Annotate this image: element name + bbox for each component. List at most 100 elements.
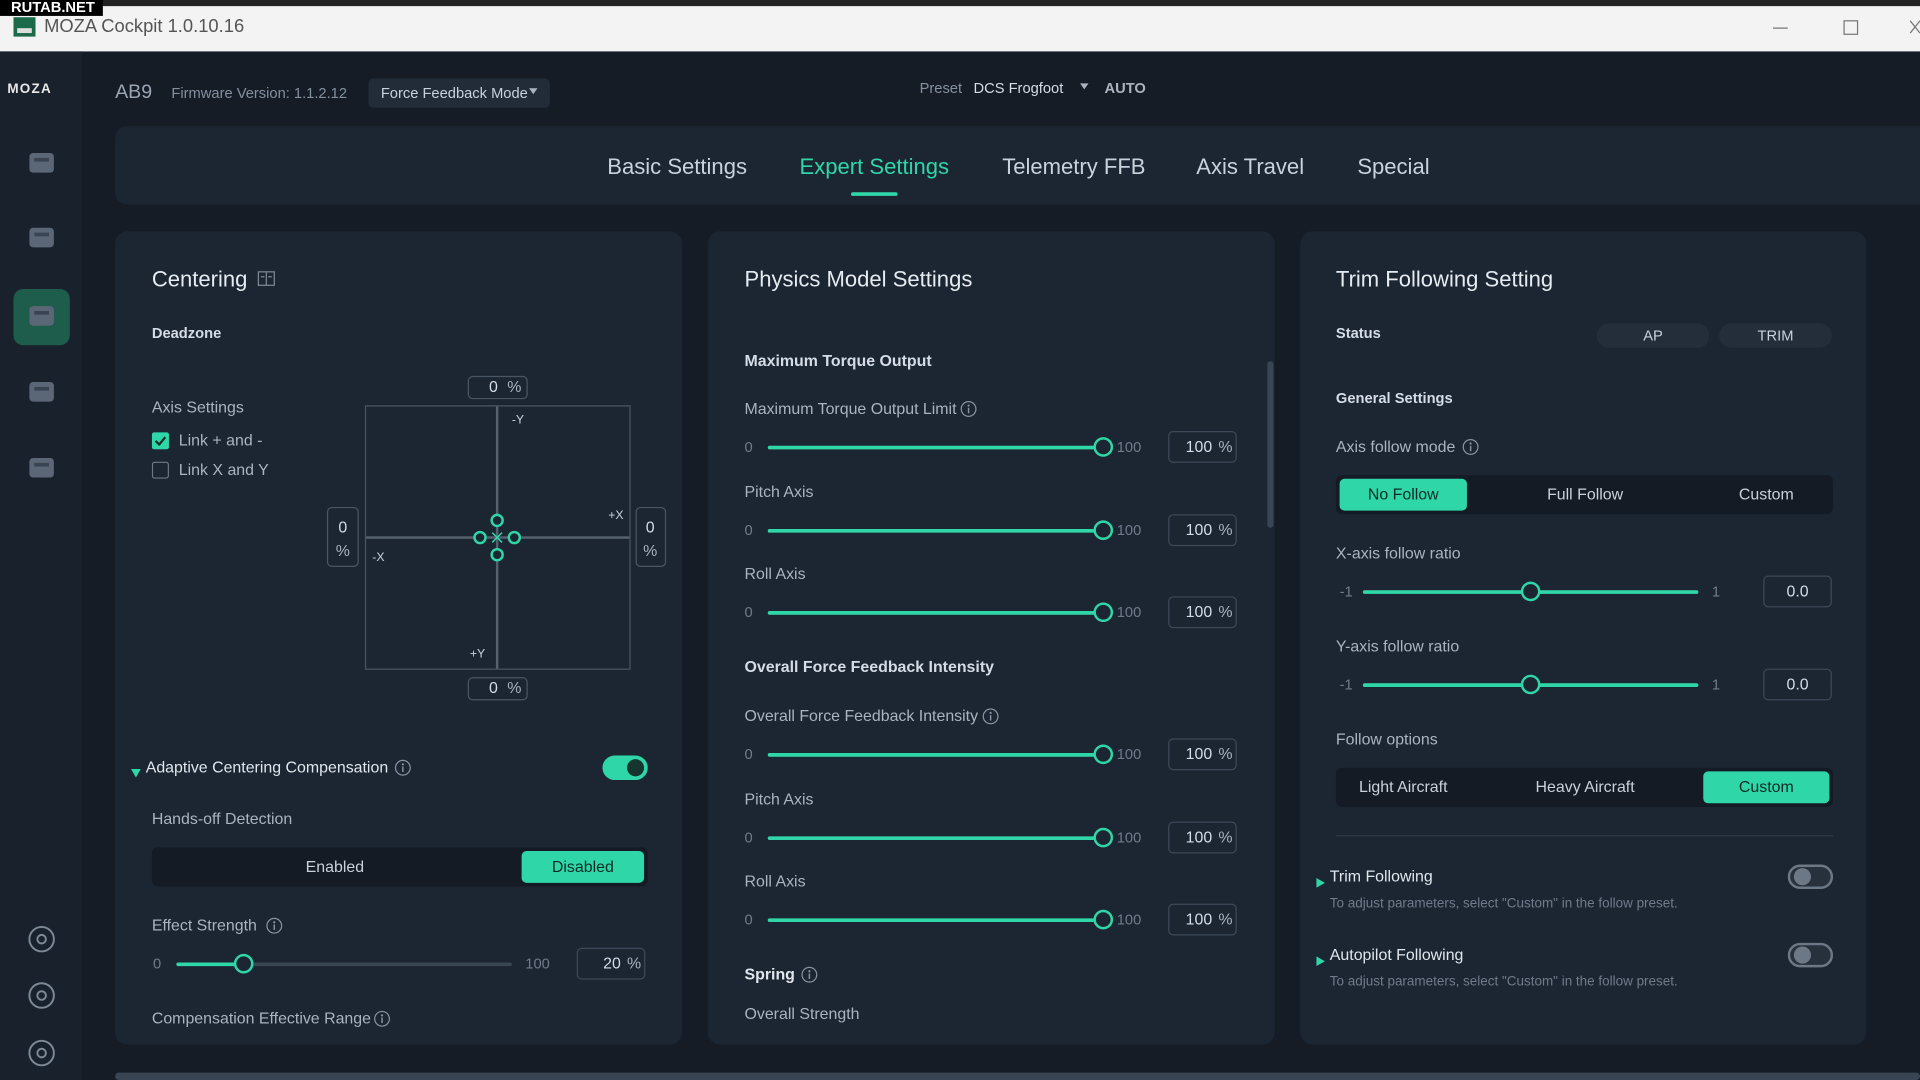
expander-arrow-svg bbox=[1316, 877, 1325, 888]
tab[interactable]: Telemetry FFB bbox=[1002, 154, 1146, 179]
slider-thumb[interactable] bbox=[1093, 520, 1114, 540]
value-box[interactable] bbox=[1168, 903, 1237, 936]
toggle[interactable] bbox=[602, 755, 648, 780]
slider-thumb[interactable] bbox=[1093, 909, 1114, 930]
tab[interactable]: Expert Settings bbox=[799, 154, 950, 179]
sidebar-icon[interactable] bbox=[24, 377, 58, 406]
slider-max: 1 bbox=[1711, 675, 1721, 694]
info-icon-svg bbox=[1462, 438, 1479, 455]
status-option: TRIM bbox=[1757, 326, 1794, 345]
slider-thumb[interactable] bbox=[1520, 674, 1541, 695]
slider-fill bbox=[767, 835, 1104, 840]
slider-min: 0 bbox=[153, 955, 162, 973]
pad-unit: % bbox=[507, 678, 522, 697]
pad-value-box[interactable] bbox=[467, 375, 528, 400]
tab[interactable]: Special bbox=[1357, 154, 1430, 179]
slider-value: 20 bbox=[603, 953, 621, 973]
sidebar-tool-icon[interactable] bbox=[26, 981, 58, 1010]
slider-thumb[interactable] bbox=[1093, 602, 1114, 623]
expander-arrow[interactable] bbox=[1316, 872, 1326, 888]
pad-value-box[interactable] bbox=[635, 506, 667, 567]
sidebar-tool-icon-svg bbox=[28, 1039, 55, 1067]
slider-value: 0.0 bbox=[1786, 581, 1809, 600]
toggle-knob bbox=[626, 759, 645, 777]
checkbox[interactable] bbox=[151, 461, 169, 479]
value-box[interactable] bbox=[576, 947, 646, 980]
value-box[interactable] bbox=[1168, 431, 1237, 463]
segment-option[interactable]: Custom bbox=[1738, 484, 1794, 504]
info-icon bbox=[373, 1010, 391, 1027]
panel-title: Trim Following Setting bbox=[1335, 266, 1554, 292]
sidebar-tool-icon[interactable] bbox=[26, 924, 58, 953]
window-controls[interactable] bbox=[1763, 15, 1920, 42]
slider-value: 100 bbox=[1185, 744, 1213, 763]
slider-min: 0 bbox=[744, 828, 753, 847]
slider-value: 100 bbox=[1185, 520, 1213, 539]
slider-max: 100 bbox=[1116, 603, 1142, 621]
slider-min: 0 bbox=[744, 603, 753, 621]
checkbox-svg bbox=[151, 432, 169, 450]
label: Hands-off Detection bbox=[151, 809, 293, 828]
info-icon-svg bbox=[801, 966, 818, 983]
pad-value-box[interactable] bbox=[467, 677, 528, 701]
page-scrollbar[interactable] bbox=[115, 1072, 1920, 1080]
segment-option[interactable]: Custom bbox=[1738, 777, 1794, 796]
label: Status bbox=[1335, 324, 1381, 342]
deadzone-pad bbox=[364, 405, 631, 670]
section-label: General Settings bbox=[1335, 389, 1453, 407]
panel-scrollbar[interactable] bbox=[1267, 361, 1274, 528]
value-box[interactable] bbox=[1168, 514, 1237, 547]
value-box[interactable] bbox=[1168, 596, 1237, 629]
slider-thumb[interactable] bbox=[1093, 744, 1114, 765]
watermark-box bbox=[0, 0, 103, 16]
collapse-arrow[interactable] bbox=[131, 763, 142, 778]
section-label: Deadzone bbox=[151, 324, 222, 342]
sidebar-icon[interactable] bbox=[24, 223, 58, 252]
pad-axis-label: +Y bbox=[469, 647, 486, 662]
checkbox[interactable] bbox=[151, 432, 169, 450]
value-box[interactable] bbox=[1763, 575, 1832, 608]
sidebar-icon[interactable] bbox=[24, 453, 58, 482]
sidebar-icon[interactable] bbox=[24, 148, 58, 177]
label: Axis Settings bbox=[151, 397, 244, 417]
collapse-arrow-svg bbox=[131, 768, 141, 778]
tab[interactable]: Basic Settings bbox=[607, 154, 747, 179]
label: Compensation Effective Range bbox=[151, 1008, 372, 1028]
slider-value: 100 bbox=[1185, 602, 1213, 621]
toggle[interactable] bbox=[1787, 864, 1834, 889]
pad-value-box[interactable] bbox=[326, 506, 359, 567]
segment-option[interactable]: Light Aircraft bbox=[1359, 777, 1448, 796]
value-box[interactable] bbox=[1763, 668, 1832, 701]
sidebar bbox=[0, 51, 83, 1080]
segment-option[interactable]: Disabled bbox=[551, 857, 614, 876]
label: Pitch Axis bbox=[744, 789, 814, 809]
expander-arrow[interactable] bbox=[1316, 950, 1326, 967]
info-icon bbox=[982, 708, 999, 725]
slider-thumb[interactable] bbox=[1520, 581, 1541, 602]
label: Autopilot Following bbox=[1329, 945, 1464, 964]
title-bar bbox=[0, 6, 1920, 52]
value-box[interactable] bbox=[1168, 821, 1237, 854]
pad-handles[interactable] bbox=[469, 509, 525, 565]
segment-option[interactable]: Heavy Aircraft bbox=[1535, 777, 1635, 796]
device-name: AB9 bbox=[115, 82, 153, 103]
tab[interactable]: Axis Travel bbox=[1196, 154, 1305, 179]
segment-option[interactable]: Full Follow bbox=[1547, 484, 1624, 504]
panel-title: Physics Model Settings bbox=[744, 266, 973, 292]
sidebar-tool-icon[interactable] bbox=[26, 1038, 58, 1067]
slider-fill bbox=[767, 752, 1104, 757]
value-box[interactable] bbox=[1168, 738, 1237, 771]
preset-value[interactable]: DCS Frogfoot bbox=[973, 79, 1064, 97]
segment-option[interactable]: No Follow bbox=[1367, 484, 1439, 504]
label: Pitch Axis bbox=[744, 482, 814, 501]
toggle[interactable] bbox=[1787, 942, 1834, 968]
slider-thumb[interactable] bbox=[1093, 827, 1114, 848]
segment-option[interactable]: Enabled bbox=[305, 857, 365, 876]
slider-thumb[interactable] bbox=[1093, 437, 1114, 457]
sidebar-icon[interactable] bbox=[24, 301, 58, 330]
slider-thumb[interactable] bbox=[233, 953, 254, 974]
preset-arrow[interactable] bbox=[1080, 83, 1090, 90]
doc-icon[interactable] bbox=[257, 271, 277, 288]
mode-dropdown[interactable] bbox=[368, 78, 550, 108]
